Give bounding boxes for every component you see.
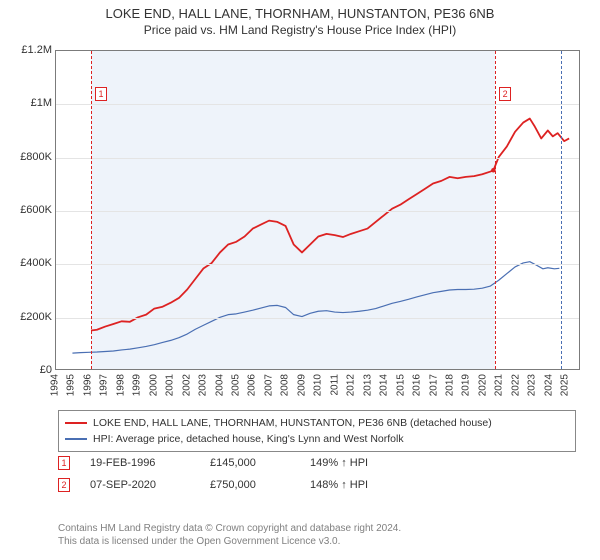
- x-tick-label: 2023: [527, 374, 538, 396]
- y-gridline: [56, 104, 579, 105]
- event-vline: [91, 51, 92, 369]
- x-tick-label: 2017: [428, 374, 439, 396]
- x-tick-label: 2008: [280, 374, 291, 396]
- x-tick-label: 2021: [494, 374, 505, 396]
- legend-item-hpi: HPI: Average price, detached house, King…: [65, 431, 569, 447]
- x-tick-label: 1999: [132, 374, 143, 396]
- chart-marker-1: 1: [95, 87, 107, 101]
- x-tick-label: 2015: [395, 374, 406, 396]
- legend: LOKE END, HALL LANE, THORNHAM, HUNSTANTO…: [58, 410, 576, 452]
- legend-label-property: LOKE END, HALL LANE, THORNHAM, HUNSTANTO…: [93, 417, 492, 429]
- legend-item-property: LOKE END, HALL LANE, THORNHAM, HUNSTANTO…: [65, 415, 569, 431]
- title-block: LOKE END, HALL LANE, THORNHAM, HUNSTANTO…: [0, 0, 600, 38]
- x-tick-label: 2016: [412, 374, 423, 396]
- event-date-1: 19-FEB-1996: [90, 457, 190, 469]
- title-main: LOKE END, HALL LANE, THORNHAM, HUNSTANTO…: [0, 6, 600, 23]
- event-pct-2: 148% ↑ HPI: [310, 479, 368, 491]
- y-gridline: [56, 318, 579, 319]
- x-tick-label: 2002: [181, 374, 192, 396]
- y-gridline: [56, 264, 579, 265]
- x-tick-label: 2024: [543, 374, 554, 396]
- x-tick-label: 2012: [346, 374, 357, 396]
- events-table: 1 19-FEB-1996 £145,000 149% ↑ HPI 2 07-S…: [58, 452, 368, 496]
- y-tick-label: £0: [2, 364, 52, 376]
- y-gridline: [56, 158, 579, 159]
- x-tick-label: 2010: [313, 374, 324, 396]
- event-marker-1: 1: [58, 456, 70, 470]
- x-tick-label: 2020: [477, 374, 488, 396]
- series-property: [91, 119, 569, 331]
- y-tick-label: £1.2M: [2, 44, 52, 56]
- series-hpi: [72, 262, 559, 353]
- y-tick-label: £400K: [2, 257, 52, 269]
- event-row-2: 2 07-SEP-2020 £750,000 148% ↑ HPI: [58, 474, 368, 496]
- x-tick-label: 2025: [560, 374, 571, 396]
- x-tick-label: 2006: [247, 374, 258, 396]
- event-vline: [495, 51, 496, 369]
- event-price-2: £750,000: [210, 479, 290, 491]
- x-tick-label: 2009: [296, 374, 307, 396]
- legend-swatch-hpi: [65, 438, 87, 440]
- x-tick-label: 2019: [461, 374, 472, 396]
- y-tick-label: £800K: [2, 151, 52, 163]
- title-sub: Price paid vs. HM Land Registry's House …: [0, 23, 600, 39]
- x-tick-label: 2004: [214, 374, 225, 396]
- legend-swatch-property: [65, 422, 87, 424]
- x-tick-label: 2001: [165, 374, 176, 396]
- x-tick-label: 2007: [263, 374, 274, 396]
- event-pct-1: 149% ↑ HPI: [310, 457, 368, 469]
- x-tick-label: 2022: [510, 374, 521, 396]
- event-price-1: £145,000: [210, 457, 290, 469]
- legend-label-hpi: HPI: Average price, detached house, King…: [93, 433, 404, 445]
- chart-area: £0 £200K £400K £600K £800K £1M £1.2M 1994 1995 1…: [0, 42, 600, 400]
- event-marker-2: 2: [58, 478, 70, 492]
- x-tick-label: 1997: [99, 374, 110, 396]
- x-tick-label: 1995: [66, 374, 77, 396]
- event-date-2: 07-SEP-2020: [90, 479, 190, 491]
- y-gridline: [56, 211, 579, 212]
- event-vline: [561, 51, 562, 369]
- x-tick-label: 2000: [148, 374, 159, 396]
- credit-text: Contains HM Land Registry data © Crown c…: [58, 522, 401, 548]
- credit-line2: This data is licensed under the Open Gov…: [58, 535, 401, 548]
- chart-frame: LOKE END, HALL LANE, THORNHAM, HUNSTANTO…: [0, 0, 600, 560]
- x-tick-label: 1994: [50, 374, 61, 396]
- x-tick-label: 2018: [444, 374, 455, 396]
- x-tick-label: 2011: [329, 374, 340, 396]
- x-tick-label: 2013: [362, 374, 373, 396]
- credit-line1: Contains HM Land Registry data © Crown c…: [58, 522, 401, 535]
- y-tick-label: £600K: [2, 204, 52, 216]
- x-tick-label: 1996: [82, 374, 93, 396]
- y-tick-label: £1M: [2, 97, 52, 109]
- x-tick-label: 1998: [115, 374, 126, 396]
- x-tick-label: 2003: [198, 374, 209, 396]
- x-tick-label: 2014: [379, 374, 390, 396]
- y-tick-label: £200K: [2, 311, 52, 323]
- chart-marker-2: 2: [499, 87, 511, 101]
- x-tick-label: 2005: [231, 374, 242, 396]
- event-row-1: 1 19-FEB-1996 £145,000 149% ↑ HPI: [58, 452, 368, 474]
